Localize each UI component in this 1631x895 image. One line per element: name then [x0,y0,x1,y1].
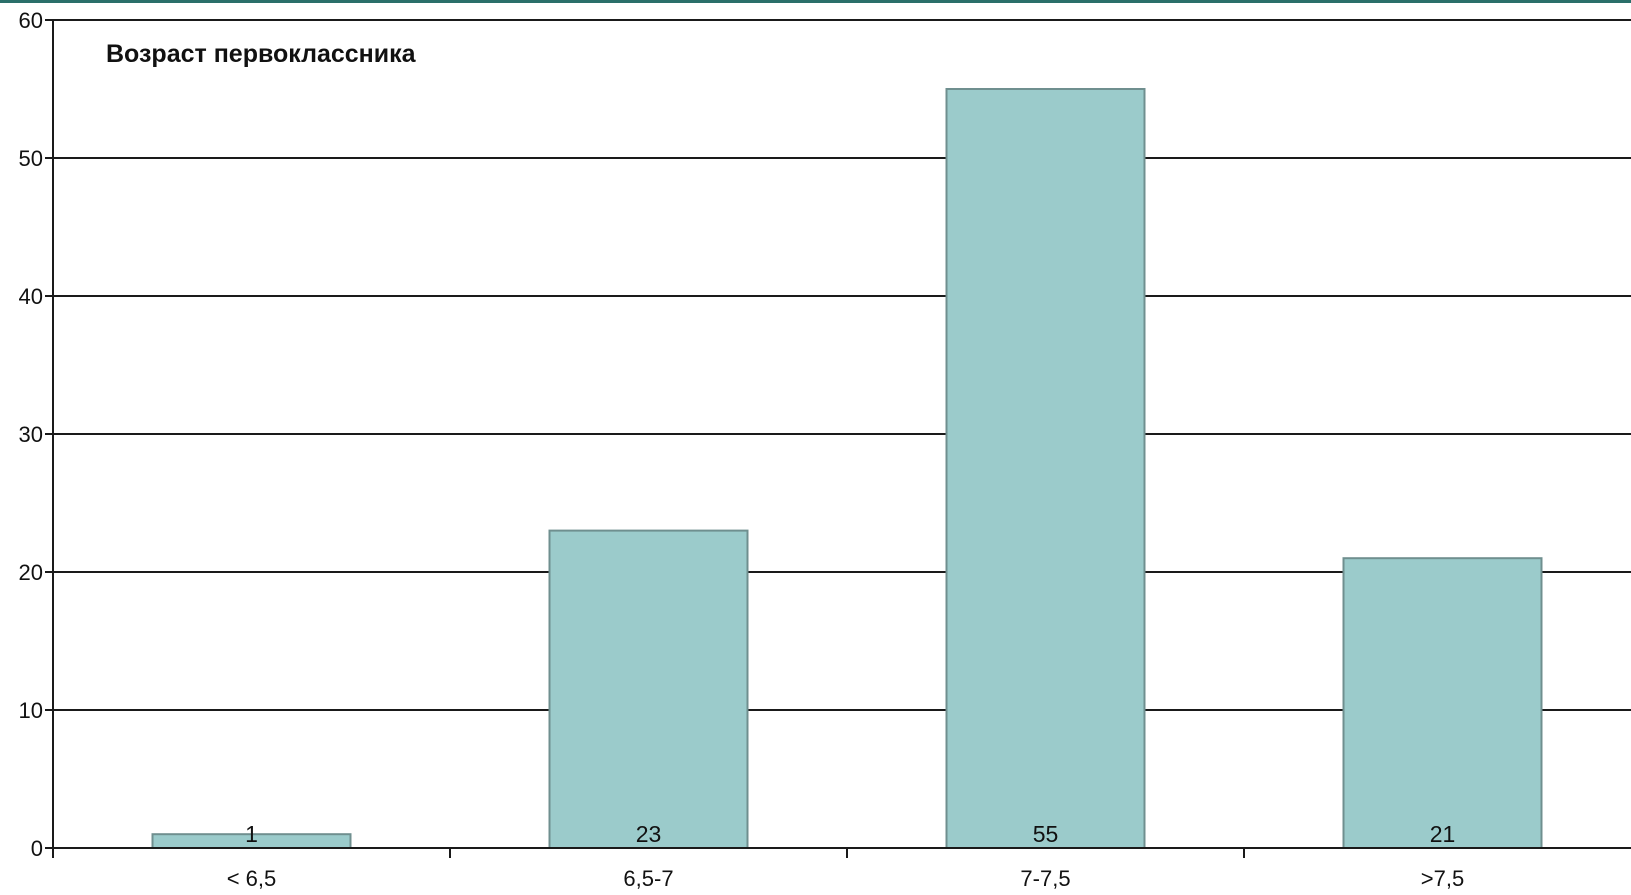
bars [151,88,1543,850]
bar [945,88,1146,849]
data-label: 1 [245,821,258,847]
y-tick-label: 60 [19,8,43,33]
chart-title: Возраст первоклассника [106,40,417,68]
data-label: 21 [1430,821,1456,847]
axes [45,19,1631,858]
top-accent-rule [0,0,1631,3]
labels: 0 10 20 30 40 50 60 1 < 6,5 23 6,5-7 55 7-7,5 21 >7,5 [19,8,1465,891]
y-tick-label: 30 [19,422,43,447]
data-label: 23 [636,821,662,847]
data-label: 55 [1033,821,1059,847]
y-tick-label: 40 [19,284,43,309]
y-tick-label: 10 [19,698,43,723]
bar [548,529,749,849]
x-tick-label: 7-7,5 [1020,866,1070,891]
bar [1342,557,1543,849]
y-tick-label: 20 [19,560,43,585]
x-tick-label: 6,5-7 [623,866,673,891]
y-tick-label: 0 [31,836,43,861]
x-tick-label: >7,5 [1421,866,1464,891]
x-tick-label: < 6,5 [227,866,277,891]
y-tick-label: 50 [19,146,43,171]
